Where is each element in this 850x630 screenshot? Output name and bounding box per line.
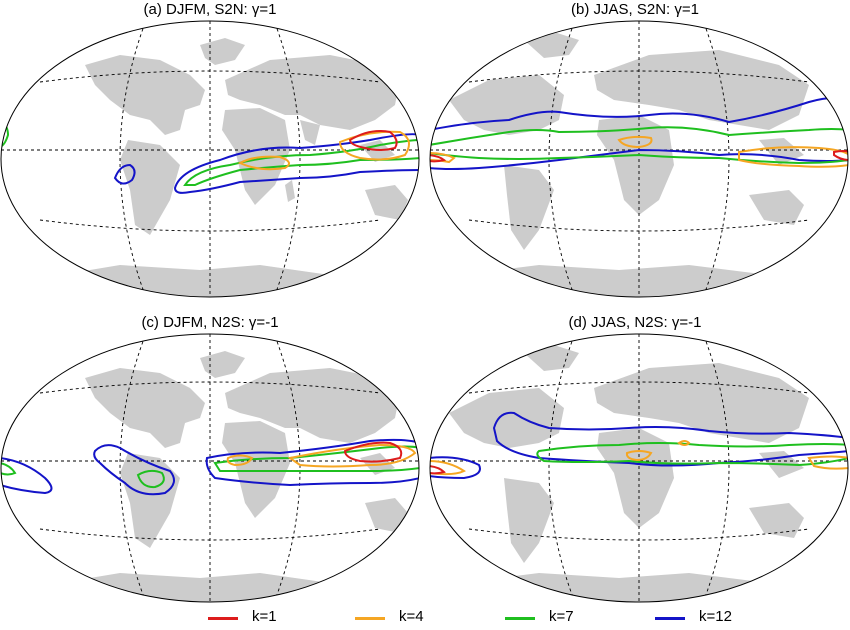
legend: k=1 k=4 k=7 k=12: [0, 606, 850, 630]
contour-k1: [430, 465, 446, 475]
panel-a-title: (a) DJFM, S2N: γ=1: [143, 1, 277, 18]
map-frame: [0, 333, 420, 603]
legend-swatch-k7: [505, 617, 535, 620]
land-masses: [449, 345, 819, 602]
contour-k4-d: [430, 460, 466, 476]
land-masses: [60, 38, 408, 297]
graticule: [1, 334, 419, 602]
legend-label-k4: k=4: [399, 608, 424, 625]
contour-k7: [536, 442, 848, 467]
legend-label-k7: k=7: [549, 608, 574, 625]
legend-swatch-k4: [355, 617, 385, 620]
contour-k1: [430, 154, 447, 163]
contour-k12: [205, 438, 419, 487]
graticule: [430, 334, 848, 602]
panel-c-map: [0, 333, 420, 603]
contour-k12: [430, 96, 848, 170]
contour-k4: [237, 155, 290, 171]
panel-c-title: (c) DJFM, N2S: γ=-1: [141, 314, 279, 331]
contour-k12-b: [431, 101, 440, 106]
contour-k12: [173, 133, 419, 194]
contour-k4-b: [738, 146, 848, 168]
legend-swatch-k1: [208, 617, 238, 620]
contour-k4-b: [287, 443, 417, 468]
contour-k12-b: [430, 456, 481, 480]
map-frame: [0, 20, 420, 298]
contour-k4-b: [338, 130, 410, 161]
contour-k7-c: [1, 462, 17, 476]
contour-k12-b: [113, 163, 136, 185]
contour-k1: [343, 441, 403, 463]
contour-k7: [430, 126, 848, 165]
panel-d-title: (d) JJAS, N2S: γ=-1: [568, 314, 702, 331]
panel-d-map: [429, 333, 849, 603]
contour-k4-c: [430, 152, 456, 164]
contour-k4-b: [677, 440, 691, 446]
contour-k4: [226, 454, 254, 467]
contour-k7-b: [136, 469, 165, 489]
contour-k12-c: [1, 457, 53, 495]
contour-k4: [617, 135, 653, 149]
contour-k7-b: [1, 119, 10, 148]
land-masses: [60, 351, 408, 602]
contour-k1: [348, 130, 398, 151]
legend-label-k1: k=1: [252, 608, 277, 625]
panel-b-map: [429, 20, 849, 298]
map-frame: [429, 333, 849, 603]
contour-k1-b: [833, 150, 848, 162]
contour-k12-b: [93, 444, 175, 496]
panel-a-map: [0, 20, 420, 298]
contour-k4-c: [807, 455, 848, 470]
map-frame: [429, 20, 849, 298]
contour-k4: [625, 450, 653, 462]
legend-swatch-k12: [655, 617, 685, 620]
panel-b-title: (b) JJAS, S2N: γ=1: [571, 1, 699, 18]
legend-label-k12: k=12: [699, 608, 732, 625]
